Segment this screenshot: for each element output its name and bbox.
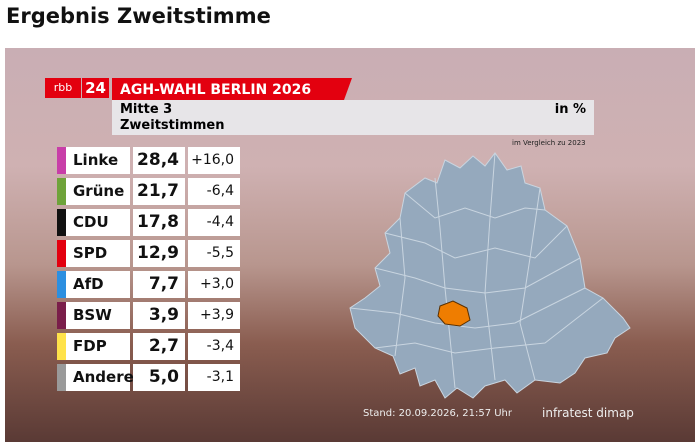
table-row: CDU 17,8 -4,4 [57,209,247,236]
brand-logo: rbb [45,78,81,98]
share: 17,8 [133,209,185,236]
table-row: Andere 5,0 -3,1 [57,364,247,391]
share: 7,7 [133,271,185,298]
party-cell: Grüne [57,178,130,205]
share: 2,7 [133,333,185,360]
map-outline [349,152,631,399]
party-name: Linke [73,151,119,169]
share: 5,0 [133,364,185,391]
party-cell: CDU [57,209,130,236]
table-row: Linke 28,4 +16,0 [57,147,247,174]
party-color [57,333,66,360]
table-row: Grüne 21,7 -6,4 [57,178,247,205]
table-row: FDP 2,7 -3,4 [57,333,247,360]
berlin-map [349,152,631,399]
change: -4,4 [188,209,240,236]
party-name: Andere [73,368,134,386]
party-color [57,178,66,205]
party-name: Grüne [73,182,125,200]
district: Mitte 3 [120,102,173,117]
party-color [57,271,66,298]
tv-graphic: rbb 24 AGH-WAHL BERLIN 2026 Mitte 3 in %… [5,48,695,442]
headline-bar: AGH-WAHL BERLIN 2026 [112,78,352,100]
share: 28,4 [133,147,185,174]
party-name: BSW [73,306,112,324]
comparison-note: im Vergleich zu 2023 [512,139,586,147]
party-cell: Andere [57,364,134,391]
share: 3,9 [133,302,185,329]
change: +16,0 [188,147,240,174]
party-color [57,240,66,267]
party-color [57,364,66,391]
party-cell: SPD [57,240,130,267]
timestamp: Stand: 20.09.2026, 21:57 Uhr [363,408,513,419]
party-cell: FDP [57,333,130,360]
change: +3,9 [188,302,240,329]
share: 12,9 [133,240,185,267]
party-name: FDP [73,337,107,355]
change: +3,0 [188,271,240,298]
party-name: AfD [73,275,104,293]
subtitle-box: Mitte 3 in % Zweitstimmen [112,100,594,135]
party-name: CDU [73,213,109,231]
table-row: SPD 12,9 -5,5 [57,240,247,267]
party-color [57,302,66,329]
headline-text: AGH-WAHL BERLIN 2026 [120,82,311,98]
table-row: BSW 3,9 +3,9 [57,302,247,329]
unit: in % [554,102,586,117]
ballot: Zweitstimmen [120,118,225,133]
change: -5,5 [188,240,240,267]
headline-bg [112,78,352,100]
change: -3,4 [188,333,240,360]
party-color [57,147,66,174]
source: infratest dimap [542,406,634,420]
party-color [57,209,66,236]
change: -3,1 [188,364,240,391]
party-cell: Linke [57,147,130,174]
party-name: SPD [73,244,108,262]
party-cell: AfD [57,271,130,298]
party-cell: BSW [57,302,130,329]
selected-district [437,300,471,327]
page-title: Ergebnis Zweitstimme [6,4,271,28]
share: 21,7 [133,178,185,205]
change: -6,4 [188,178,240,205]
table-row: AfD 7,7 +3,0 [57,271,247,298]
channel-logo: 24 [82,78,109,98]
